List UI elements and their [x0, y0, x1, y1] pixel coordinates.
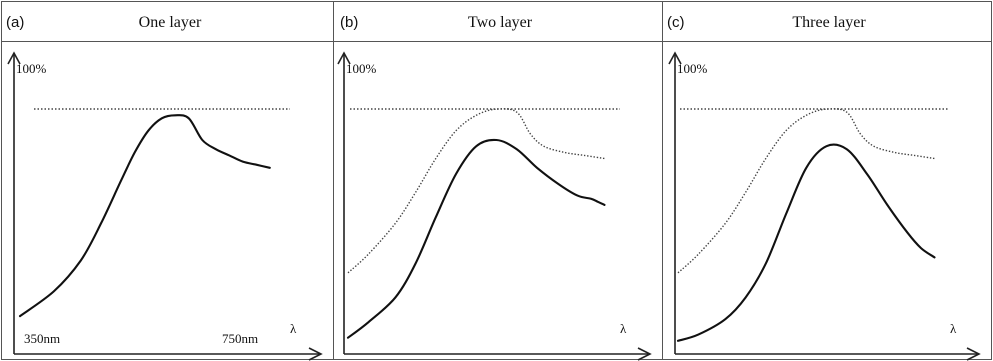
- panel-c-dotted-curve: [677, 108, 935, 274]
- panel-a-solid-curve: [18, 114, 271, 318]
- panel-b-axes: [337, 51, 652, 361]
- panel-b-x-arrow: [637, 347, 652, 361]
- panel-c-x-arrow: [966, 347, 981, 361]
- panel-c-xlabel: λ: [950, 321, 957, 336]
- panel-c-plot: [676, 108, 936, 342]
- panel-a-x-arrow: [308, 347, 323, 361]
- panel-a-ylabel: 100%: [16, 61, 47, 76]
- panel-a-title: One layer: [139, 14, 202, 31]
- panel-c-title: Three layer: [792, 14, 866, 31]
- panel-a-xtick-end: 750nm: [222, 331, 258, 346]
- panel-b-plot: [346, 108, 606, 339]
- panel-b-dotted-curve: [347, 108, 605, 274]
- panel-c-solid-curve: [676, 143, 936, 342]
- panel-b-y-arrow: [337, 51, 351, 65]
- panel-c-letter: (c): [667, 14, 685, 31]
- panel-b-title: Two layer: [468, 14, 533, 31]
- panel-c-y-arrow: [668, 51, 682, 65]
- panel-b-ylabel: 100%: [346, 61, 377, 76]
- panel-a-y-arrow: [7, 51, 21, 65]
- panel-c: (c) Three layer 100% λ: [667, 14, 981, 361]
- panel-b-xlabel: λ: [620, 321, 627, 336]
- panel-a-xlabel: λ: [290, 321, 297, 336]
- panel-a-plot: [18, 114, 271, 318]
- panel-a-letter: (a): [6, 14, 24, 31]
- panel-b-solid-curve: [346, 138, 606, 339]
- panel-b-letter: (b): [340, 14, 358, 31]
- panel-a-xtick-start: 350nm: [24, 331, 60, 346]
- panel-c-ylabel: 100%: [677, 61, 708, 76]
- panel-c-axes: [668, 51, 981, 361]
- panel-a-axes: [7, 51, 323, 361]
- panel-a: (a) One layer 100% 350nm 750nm λ: [6, 14, 323, 361]
- panel-b: (b) Two layer 100% λ: [337, 14, 652, 361]
